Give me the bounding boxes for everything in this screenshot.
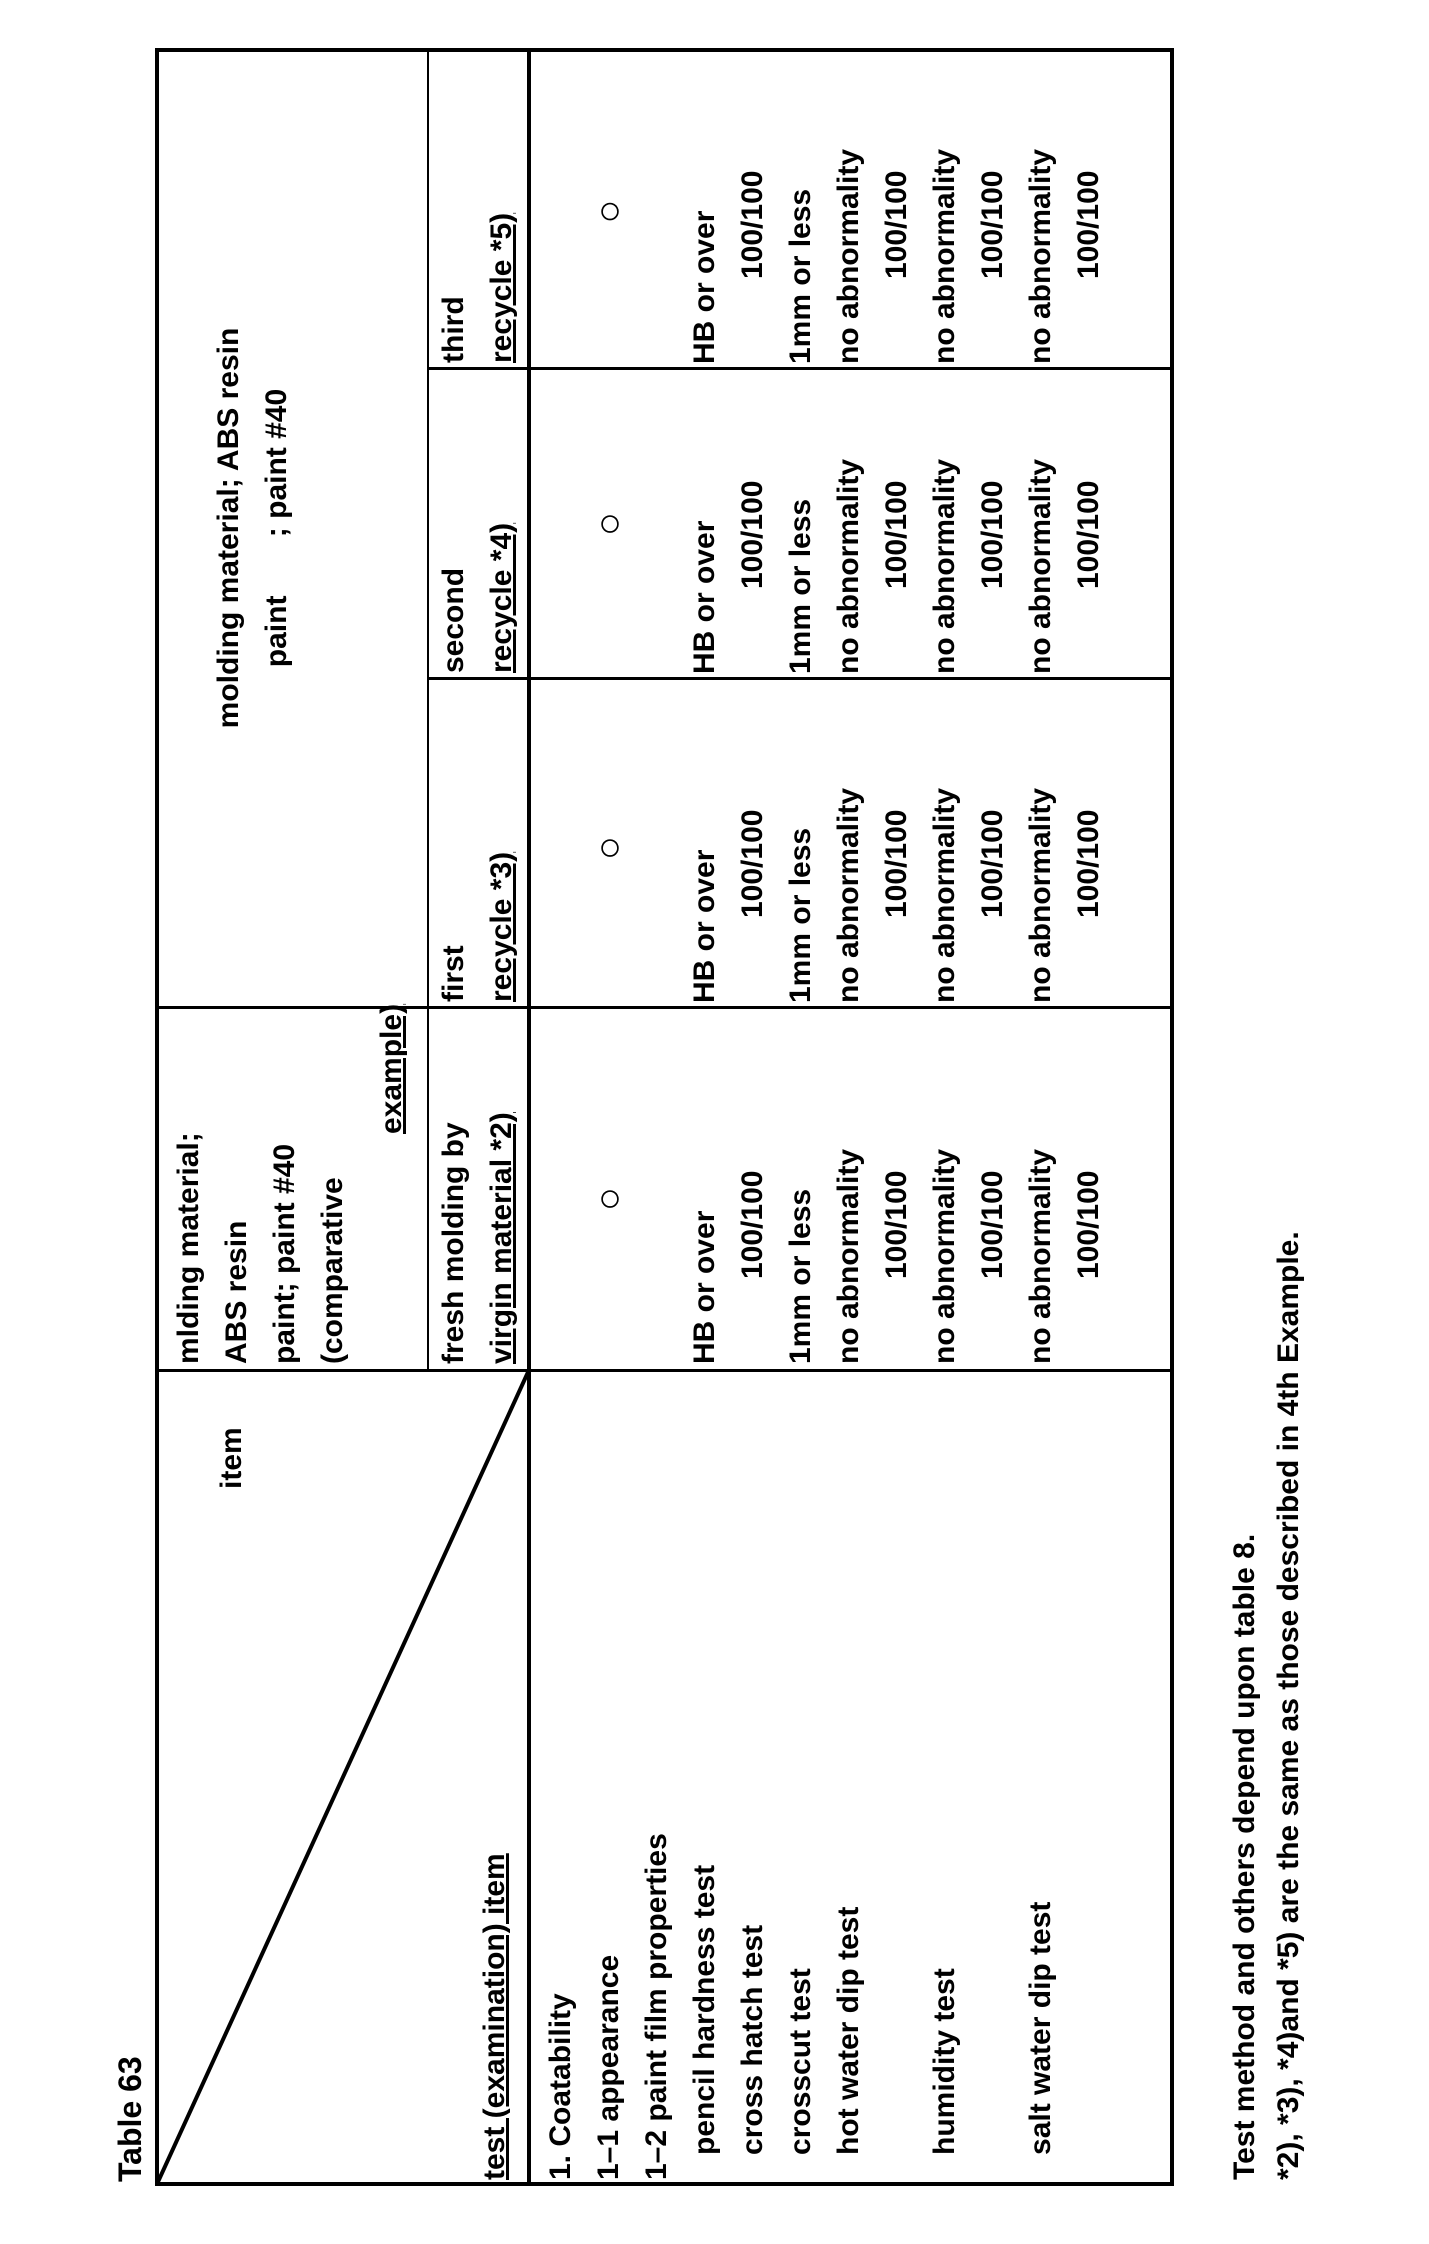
- row-label: 1. Coatability: [537, 1833, 585, 2180]
- header-line: mlding material;: [165, 1014, 213, 1364]
- diag-header-item: item: [215, 1427, 249, 1489]
- table-cell: 100/100: [969, 1034, 1017, 1364]
- table-cell: no abnormality: [825, 1034, 873, 1364]
- row-label: cross hatch test: [729, 1833, 777, 2180]
- table-cell: [537, 59, 585, 364]
- table-cell: [633, 1034, 681, 1364]
- header-line: recycle *5): [478, 213, 526, 363]
- table-cell: 100/100: [729, 1034, 777, 1364]
- table-cell: no abnormality: [1017, 59, 1065, 364]
- header-line: fresh molding by: [430, 1009, 478, 1364]
- table-cell: 100/100: [1065, 693, 1113, 1003]
- row-label: 1–2 paint film properties: [633, 1833, 681, 2180]
- table-cell: HB or over: [681, 1034, 729, 1364]
- table-cell: no abnormality: [921, 1034, 969, 1364]
- header-line: first: [430, 852, 478, 1002]
- comparative-header: mlding material; ABS resin paint; paint …: [165, 1014, 357, 1364]
- diag-header-test-item: test (examination) item: [478, 1853, 512, 2180]
- column-first-recycle: ○HB or over100/1001mm or lessno abnormal…: [537, 693, 1113, 1003]
- row-labels: 1. Coatability1–1 appearance1–2 paint fi…: [537, 1833, 1113, 2180]
- table-cell: [537, 1034, 585, 1364]
- row-label: [969, 1833, 1017, 2180]
- column-third-recycle: ○HB or over100/1001mm or lessno abnormal…: [537, 59, 1113, 364]
- table-cell: 1mm or less: [777, 693, 825, 1003]
- table-cell: [633, 693, 681, 1003]
- table-cell: 100/100: [873, 693, 921, 1003]
- row-label: humidity test: [921, 1833, 969, 2180]
- table-cell: 100/100: [969, 693, 1017, 1003]
- table-cell: [537, 374, 585, 674]
- table-cell: 100/100: [873, 1034, 921, 1364]
- table-cell: [633, 374, 681, 674]
- table-cell: HB or over: [681, 374, 729, 674]
- table-cell: HB or over: [681, 693, 729, 1003]
- table-cell: no abnormality: [921, 693, 969, 1003]
- table-cell: 1mm or less: [777, 59, 825, 364]
- column-second-recycle: ○HB or over100/1001mm or lessno abnormal…: [537, 374, 1113, 674]
- header-line: molding material; ABS resin: [205, 50, 253, 1006]
- table-cell: 100/100: [729, 59, 777, 364]
- table-cell: 100/100: [873, 374, 921, 674]
- column-comparative: ○HB or over100/1001mm or lessno abnormal…: [537, 1034, 1113, 1364]
- table-cell: no abnormality: [825, 59, 873, 364]
- row-label: pencil hardness test: [681, 1833, 729, 2180]
- circle-mark: ○: [585, 693, 633, 1003]
- subheader-first: first recycle *3): [430, 852, 526, 1002]
- row-label: [873, 1833, 921, 2180]
- footnote: *2), *3), *4)and *5) are the same as tho…: [1272, 1231, 1306, 2180]
- table-cell: 100/100: [1065, 374, 1113, 674]
- header-line: paint ; paint #40: [253, 50, 301, 1006]
- row-label: 1–1 appearance: [585, 1833, 633, 2180]
- circle-mark: ○: [585, 374, 633, 674]
- table-cell: 100/100: [969, 59, 1017, 364]
- header-line: second: [430, 523, 478, 673]
- table-cell: 100/100: [969, 374, 1017, 674]
- comparative-subheader: fresh molding by virgin material *2): [430, 1009, 526, 1364]
- table-cell: 100/100: [729, 693, 777, 1003]
- subheader-second: second recycle *4): [430, 523, 526, 673]
- table-cell: no abnormality: [921, 59, 969, 364]
- row-label: crosscut test: [777, 1833, 825, 2180]
- footnote: Test method and others depend upon table…: [1228, 1534, 1262, 2180]
- table-cell: no abnormality: [1017, 693, 1065, 1003]
- table-cell: no abnormality: [1017, 374, 1065, 674]
- row-label: hot water dip test: [825, 1833, 873, 2180]
- row-label: [1065, 1833, 1113, 2180]
- header-line: example): [375, 1004, 409, 1134]
- group-header: molding material; ABS resin paint ; pain…: [205, 50, 301, 1006]
- table-cell: 100/100: [729, 374, 777, 674]
- table-cell: 100/100: [1065, 1034, 1113, 1364]
- table-cell: 1mm or less: [777, 1034, 825, 1364]
- table-cell: no abnormality: [825, 693, 873, 1003]
- table-cell: 1mm or less: [777, 374, 825, 674]
- header-line: virgin material *2): [478, 1009, 526, 1364]
- table-cell: no abnormality: [1017, 1034, 1065, 1364]
- header-line: third: [430, 213, 478, 363]
- table-cell: [537, 693, 585, 1003]
- row-label: salt water dip test: [1017, 1833, 1065, 2180]
- table-cell: no abnormality: [921, 374, 969, 674]
- subheader-third: third recycle *5): [430, 213, 526, 363]
- table-cell: [633, 59, 681, 364]
- table-cell: no abnormality: [825, 374, 873, 674]
- circle-mark: ○: [585, 1034, 633, 1364]
- header-line: recycle *3): [478, 852, 526, 1002]
- table-cell: 100/100: [873, 59, 921, 364]
- header-line: paint; paint #40: [261, 1014, 309, 1364]
- circle-mark: ○: [585, 59, 633, 364]
- header-line: (comparative: [309, 1014, 357, 1364]
- table-cell: 100/100: [1065, 59, 1113, 364]
- header-line: ABS resin: [213, 1014, 261, 1364]
- header-line: recycle *4): [478, 523, 526, 673]
- table-cell: HB or over: [681, 59, 729, 364]
